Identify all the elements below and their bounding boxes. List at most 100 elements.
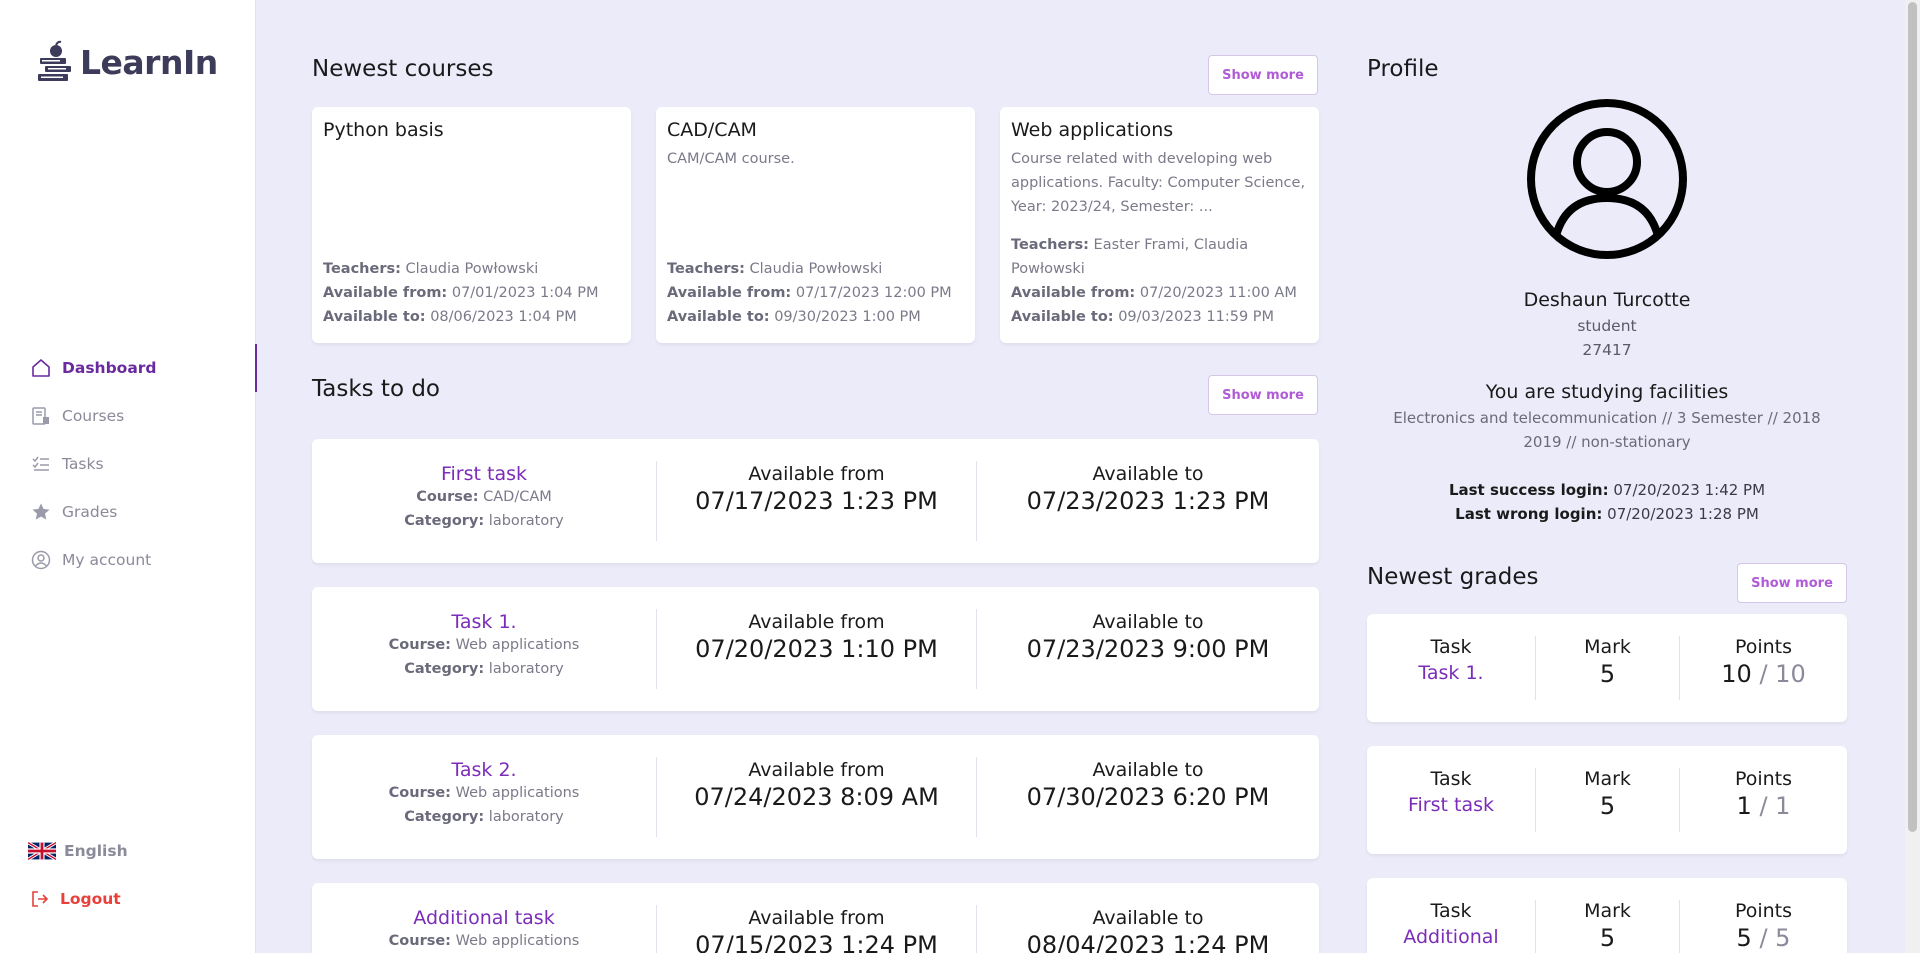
sidebar-item-label: Tasks xyxy=(62,455,104,473)
available-to-label: Available to: xyxy=(323,309,426,325)
grade-points: Points 10 / 10 xyxy=(1679,636,1847,700)
teachers-label: Teachers: xyxy=(1011,237,1089,253)
sidebar-item-label: My account xyxy=(62,551,152,569)
points-value: 1 xyxy=(1736,792,1752,820)
task-info: Additional task Course: Web applications… xyxy=(312,905,656,953)
star-icon xyxy=(30,501,52,523)
app-logo[interactable]: LearnIn xyxy=(36,40,218,84)
available-to-date: 08/04/2023 1:24 PM xyxy=(1026,931,1270,953)
available-from-heading: Available from xyxy=(748,611,885,633)
sidebar-item-label: Grades xyxy=(62,503,118,521)
task-info: Task 1. Course: Web applications Categor… xyxy=(312,609,656,689)
logout-label: Logout xyxy=(60,890,121,908)
task-course: CAD/CAM xyxy=(483,489,552,505)
profile-role: student xyxy=(1577,317,1637,335)
course-description: CAM/CAM course. xyxy=(667,151,795,167)
mark-heading: Mark xyxy=(1584,900,1631,922)
newest-courses-title: Newest courses xyxy=(312,56,494,82)
task-card: First task Course: CAD/CAM Category: lab… xyxy=(312,439,1319,563)
last-wrong-login: 07/20/2023 1:28 PM xyxy=(1607,505,1759,523)
mark-value: 5 xyxy=(1599,660,1616,688)
available-to-heading: Available to xyxy=(1092,759,1204,781)
grade-mark: Mark 5 xyxy=(1535,636,1679,700)
sidebar-item-my-account[interactable]: My account xyxy=(0,536,256,584)
courses-icon xyxy=(30,405,52,427)
task-info: First task Course: CAD/CAM Category: lab… xyxy=(312,461,656,541)
task-card: Task 1. Course: Web applications Categor… xyxy=(312,587,1319,711)
course-available-from: 07/20/2023 11:00 AM xyxy=(1139,285,1297,301)
page-scrollbar[interactable] xyxy=(1905,0,1920,953)
course-meta: Teachers: Easter Frami, Claudia Powłowsk… xyxy=(1011,233,1308,329)
grade-task-link[interactable]: Task 1. xyxy=(1418,662,1484,684)
mark-heading: Mark xyxy=(1584,768,1631,790)
available-to-date: 07/23/2023 9:00 PM xyxy=(1026,635,1270,663)
available-to-label: Available to: xyxy=(1011,309,1114,325)
task-available-from: Available from 07/17/2023 1:23 PM xyxy=(656,461,976,541)
course-label: Course: xyxy=(388,785,451,801)
grade-task: Task Task 1. xyxy=(1367,636,1535,700)
course-description: Course related with developing web appli… xyxy=(1011,151,1306,215)
grade-task: Task Additional xyxy=(1367,900,1535,953)
category-label: Category: xyxy=(404,513,485,529)
logout-button[interactable]: Logout xyxy=(30,889,121,909)
course-card[interactable]: Python basis Teachers: Claudia Powłowski… xyxy=(312,107,631,343)
home-icon xyxy=(30,357,52,379)
task-heading: Task xyxy=(1430,768,1472,790)
newest-grades-title: Newest grades xyxy=(1367,564,1539,590)
grade-card: Task Task 1. Mark 5 Points 10 / 10 xyxy=(1367,614,1847,722)
course-label: Course: xyxy=(388,933,451,949)
tasks-show-more-button[interactable]: Show more xyxy=(1208,375,1318,415)
profile-name: Deshaun Turcotte xyxy=(1523,289,1691,311)
course-card[interactable]: CAD/CAM CAM/CAM course. Teachers: Claudi… xyxy=(656,107,975,343)
course-available-to: 09/03/2023 11:59 PM xyxy=(1118,309,1275,325)
sidebar-nav: Dashboard Courses Tasks Grades My accoun… xyxy=(0,344,257,584)
grade-task-link[interactable]: First task xyxy=(1407,794,1495,816)
points-heading: Points xyxy=(1734,768,1793,790)
sidebar-item-grades[interactable]: Grades xyxy=(0,488,256,536)
available-to-heading: Available to xyxy=(1092,907,1204,929)
task-available-to: Available to 07/30/2023 6:20 PM xyxy=(976,757,1319,837)
task-available-to: Available to 08/04/2023 1:24 PM xyxy=(976,905,1319,953)
grade-card: Task Additional Mark 5 Points 5 / 5 xyxy=(1367,878,1847,953)
course-available-from: 07/17/2023 12:00 PM xyxy=(795,285,952,301)
scrollbar-thumb[interactable] xyxy=(1908,2,1917,832)
grade-points: Points 5 / 5 xyxy=(1679,900,1847,953)
sidebar-item-dashboard[interactable]: Dashboard xyxy=(0,344,257,392)
courses-show-more-button[interactable]: Show more xyxy=(1208,55,1318,95)
teachers-label: Teachers: xyxy=(667,261,745,277)
course-label: Course: xyxy=(388,637,451,653)
grades-show-more-button[interactable]: Show more xyxy=(1737,563,1847,603)
course-available-to: 08/06/2023 1:04 PM xyxy=(430,309,577,325)
task-name-link[interactable]: First task xyxy=(440,463,528,485)
user-circle-icon xyxy=(30,549,52,571)
task-available-from: Available from 07/15/2023 1:24 PM xyxy=(656,905,976,953)
course-teachers: Easter Frami, Claudia Powłowski xyxy=(1011,237,1249,277)
points-value: 5 xyxy=(1736,924,1752,952)
available-from-heading: Available from xyxy=(748,759,885,781)
course-meta: Teachers: Claudia Powłowski Available fr… xyxy=(667,257,964,329)
sidebar-item-courses[interactable]: Courses xyxy=(0,392,256,440)
course-card[interactable]: Web applications Course related with dev… xyxy=(1000,107,1319,343)
grade-points: Points 1 / 1 xyxy=(1679,768,1847,832)
profile-title: Profile xyxy=(1367,56,1439,82)
task-name-link[interactable]: Task 1. xyxy=(451,611,517,633)
grade-task-link[interactable]: Additional xyxy=(1403,926,1499,948)
task-name-link[interactable]: Additional task xyxy=(413,907,555,929)
available-from-label: Available from: xyxy=(667,285,792,301)
language-selector[interactable]: English xyxy=(28,842,128,860)
profile-info: Deshaun Turcotte student 27417 xyxy=(1367,289,1847,362)
task-available-from: Available from 07/20/2023 1:10 PM xyxy=(656,609,976,689)
logout-icon xyxy=(32,891,49,907)
studying-info: You are studying facilities Electronics … xyxy=(1367,381,1847,454)
app-name: LearnIn xyxy=(80,42,218,82)
available-from-date: 07/17/2023 1:23 PM xyxy=(695,487,938,515)
points-max: / 10 xyxy=(1759,660,1806,688)
sidebar-item-tasks[interactable]: Tasks xyxy=(0,440,256,488)
last-success-login: 07/20/2023 1:42 PM xyxy=(1613,481,1766,499)
available-to-label: Available to: xyxy=(667,309,770,325)
task-name-link[interactable]: Task 2. xyxy=(451,759,517,781)
category-label: Category: xyxy=(404,661,485,677)
studying-title: You are studying facilities xyxy=(1485,381,1729,403)
profile-id: 27417 xyxy=(1582,341,1632,359)
books-apple-icon xyxy=(38,40,71,81)
